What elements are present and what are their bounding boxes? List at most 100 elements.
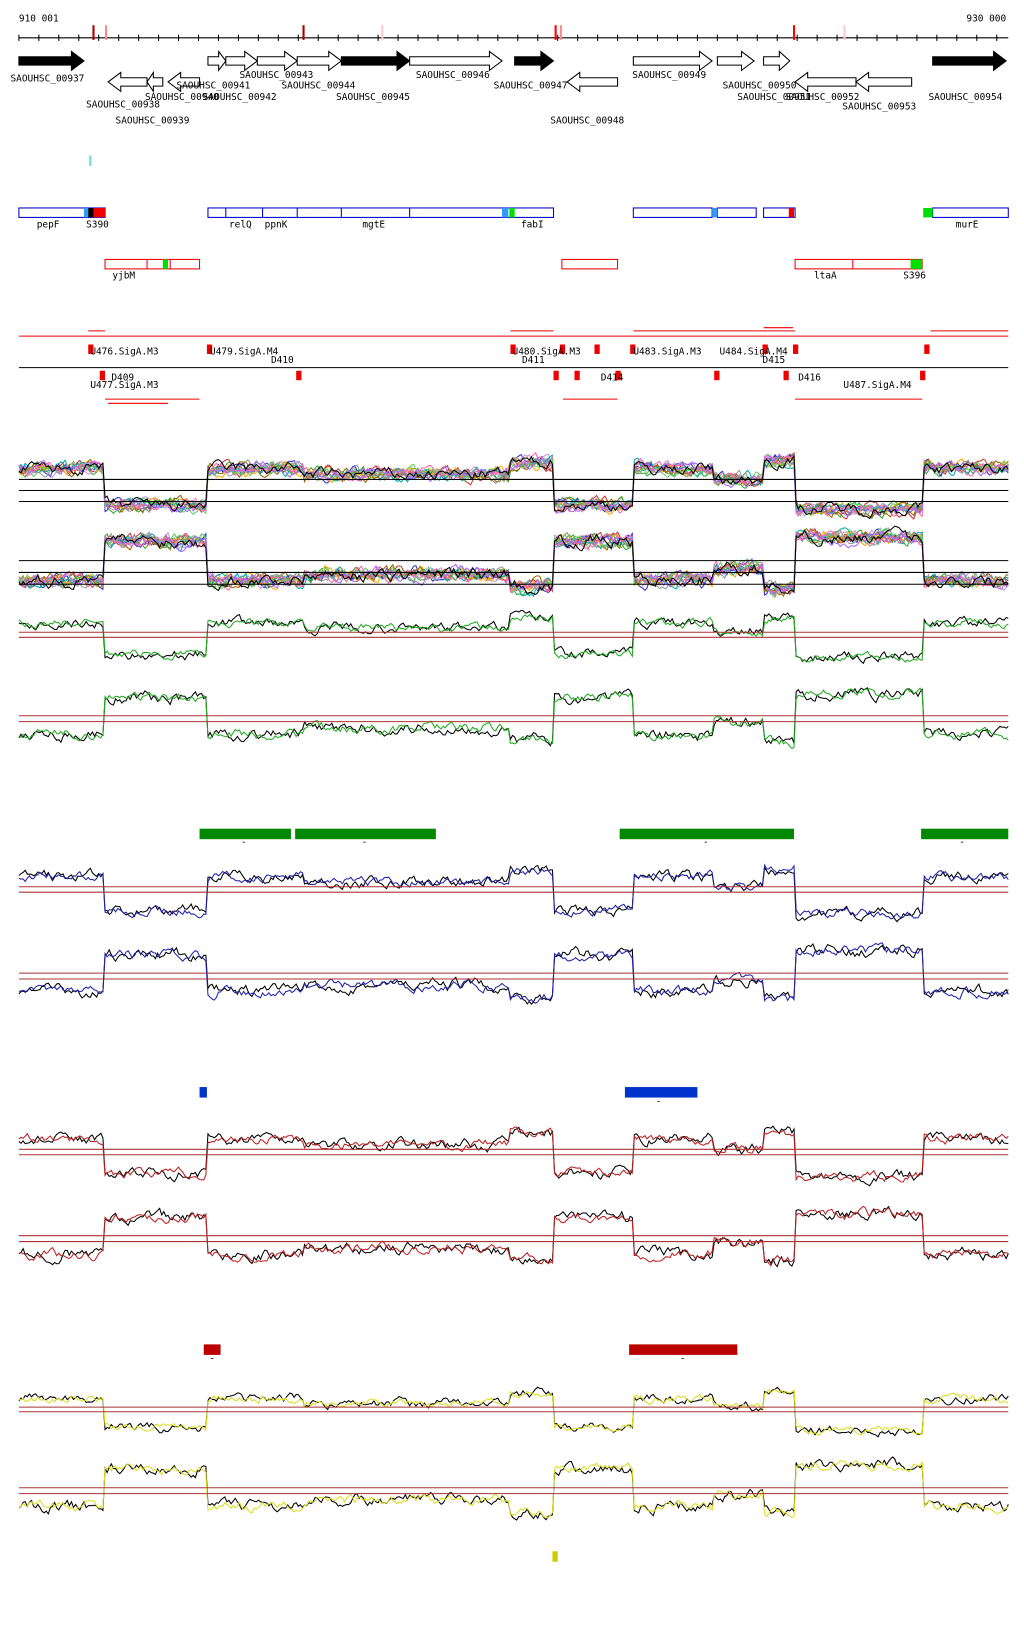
gene-arrow <box>340 50 411 72</box>
label: S396 <box>903 271 926 282</box>
label: yjbM <box>112 271 135 282</box>
unit-mark <box>714 370 720 381</box>
label: SAOUHSC_00954 <box>928 92 1002 103</box>
ruler-marker <box>105 25 108 40</box>
feature-mark <box>93 207 106 218</box>
label: S390 <box>86 219 109 230</box>
label: U477.SigA.M3 <box>90 380 158 391</box>
label: U484.SigA.M4 <box>719 346 788 357</box>
feature-box <box>794 258 923 270</box>
trace <box>18 1126 1009 1183</box>
unit-mark <box>510 344 516 354</box>
bar <box>921 828 1009 840</box>
trace <box>18 529 1009 597</box>
trace <box>18 1456 1009 1521</box>
feature-mark <box>88 207 94 218</box>
label: D410 <box>271 355 294 366</box>
feature-mark <box>923 207 933 218</box>
label: SAOUHSC_00951 <box>737 92 811 103</box>
gene-arrow <box>932 50 1008 72</box>
trace <box>18 453 1009 516</box>
trace <box>18 1388 1009 1436</box>
feature-box <box>104 258 201 270</box>
gene-arrow <box>763 50 791 72</box>
label: SAOUHSC_00940 <box>145 92 219 103</box>
label: SAOUHSC_00942 <box>203 92 277 103</box>
label: fabI <box>521 219 544 230</box>
bar <box>203 1344 221 1355</box>
feature-mark <box>788 207 795 218</box>
label: D414 <box>601 373 624 384</box>
label: - <box>680 1354 686 1365</box>
label: D409 <box>111 373 134 384</box>
label: - <box>656 1096 662 1107</box>
feature-box <box>932 207 1009 218</box>
label: D415 <box>763 355 786 366</box>
label: U480.SigA.M3 <box>513 346 581 357</box>
trace <box>18 1460 1009 1519</box>
label: SAOUHSC_00947 <box>494 81 568 92</box>
gene-arrow <box>256 50 299 72</box>
label: D416 <box>798 373 821 384</box>
label: U479.SigA.M4 <box>210 346 279 357</box>
unit-mark <box>559 344 566 354</box>
trace <box>18 1205 1009 1267</box>
feature-box <box>561 258 619 270</box>
label: mgtE <box>362 219 385 230</box>
label: SAOUHSC_00952 <box>786 92 860 103</box>
ruler-marker <box>92 25 95 40</box>
unit-mark <box>296 370 302 381</box>
gene-arrow <box>514 50 555 72</box>
label: SAOUHSC_00943 <box>239 70 313 81</box>
label: - <box>209 1354 215 1365</box>
label: D411 <box>522 355 545 366</box>
ruler-marker <box>559 25 562 40</box>
label: murE <box>956 219 979 230</box>
feature-box <box>632 207 713 218</box>
feature-box <box>207 207 555 218</box>
label: SAOUHSC_00937 <box>11 73 85 84</box>
trace <box>18 525 1009 595</box>
trace <box>18 610 1009 665</box>
gene-arrow <box>18 50 85 72</box>
unit-mark <box>553 370 559 381</box>
gene-arrow <box>716 50 755 72</box>
label: SAOUHSC_00949 <box>632 70 706 81</box>
gene-arrow <box>409 50 503 72</box>
feature-mark <box>509 207 515 218</box>
feature-mark <box>712 207 718 218</box>
unit-mark <box>615 370 621 381</box>
feature-mark <box>84 207 89 218</box>
gene-arrow <box>566 71 619 93</box>
unit-mark <box>594 344 600 354</box>
label: SAOUHSC_00950 <box>723 81 797 92</box>
label: ltaA <box>814 271 837 282</box>
bar <box>552 1551 558 1562</box>
label: ppnK <box>265 219 288 230</box>
bar <box>199 1087 207 1098</box>
gene-arrow <box>107 71 148 93</box>
marker <box>89 155 92 166</box>
bar <box>295 828 436 840</box>
label: SAOUHSC_00944 <box>281 81 355 92</box>
ruler-marker <box>792 25 796 40</box>
label: SAOUHSC_00938 <box>86 100 160 111</box>
feature-box <box>716 207 757 218</box>
unit-mark <box>924 344 930 354</box>
trace <box>18 614 1009 663</box>
label: SAOUHSC_00939 <box>116 115 190 126</box>
trace <box>18 1386 1009 1438</box>
browser-content: 910 001 930 000 SAOUHSC_00937 SAOUHSC_00938… <box>11 13 1009 1562</box>
label: U483.SigA.M3 <box>633 346 701 357</box>
label: - <box>959 837 965 848</box>
unit-mark <box>630 344 636 354</box>
trace <box>18 527 1009 599</box>
trace <box>18 1205 1009 1268</box>
label: SAOUHSC_00948 <box>550 115 624 126</box>
label: U487.SigA.M4 <box>843 380 912 391</box>
unit-mark <box>99 370 106 381</box>
unit-mark <box>206 344 213 354</box>
unit-mark <box>574 370 580 381</box>
gene-arrow <box>225 50 259 72</box>
